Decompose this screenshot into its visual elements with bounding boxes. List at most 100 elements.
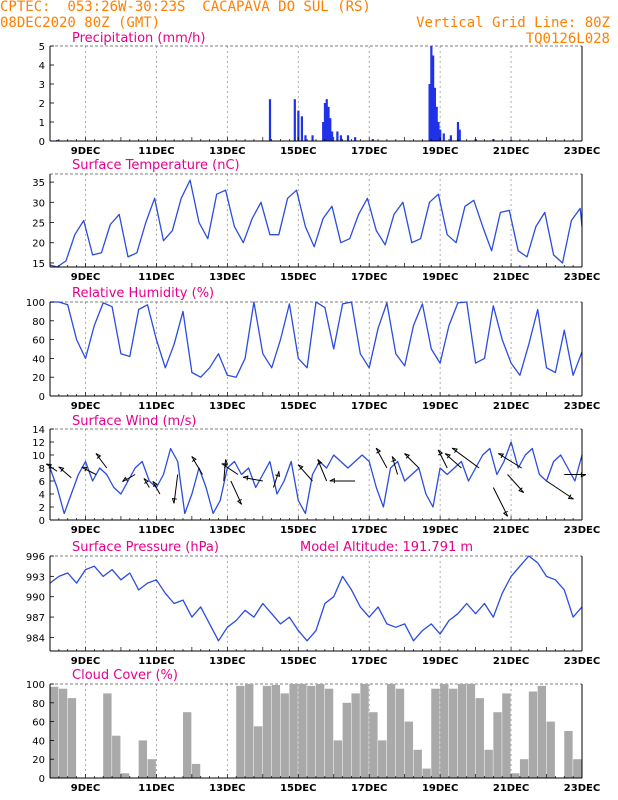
wind-vector-head — [152, 480, 158, 487]
precip-y-tick-label: 5 — [39, 42, 45, 53]
temp-x-tick-label: 19DEC — [422, 272, 458, 283]
cloud-bar — [138, 740, 148, 778]
cloud-x-tick-label: 9DEC — [71, 783, 100, 794]
cloud-bar — [307, 685, 316, 778]
precip-bar — [456, 122, 460, 141]
precip-bar — [293, 99, 296, 141]
cloud-bar — [67, 698, 77, 778]
wind-vector — [122, 474, 136, 483]
press-x-tick-label: 23DEC — [564, 656, 600, 667]
temp-y-tick-label: 35 — [32, 178, 45, 189]
cloud-x-tick-label: 21DEC — [493, 783, 529, 794]
temp-x-tick-label: 23DEC — [564, 272, 600, 283]
rh-y-tick-label: 20 — [32, 373, 45, 384]
cloud-y-tick-label: 60 — [32, 718, 45, 729]
precip-bar — [439, 129, 442, 141]
wind-x-tick-label: 11DEC — [138, 525, 174, 536]
rh-x-tick-label: 11DEC — [138, 401, 174, 412]
cloud-x-tick-label: 13DEC — [209, 783, 245, 794]
wind-y-tick-label: 6 — [39, 477, 45, 488]
cloud-bar — [457, 684, 467, 778]
precip-y-tick-label: 0 — [39, 137, 45, 148]
cloud-x-tick-label: 11DEC — [138, 783, 174, 794]
wind-vector-head — [171, 497, 177, 504]
precip-panel-title: Precipitation (mm/h) — [72, 31, 205, 46]
rh-x-tick-label: 13DEC — [209, 401, 245, 412]
temp-y-tick-label: 20 — [32, 239, 45, 250]
cloud-y-tick-label: 0 — [39, 774, 45, 785]
wind-y-tick-label: 12 — [32, 438, 45, 449]
wind-vector-head — [95, 453, 102, 459]
cloud-y-tick-label: 20 — [32, 755, 45, 766]
cloud-bar — [369, 712, 378, 778]
cloud-bar — [316, 684, 325, 778]
wind-vector — [46, 463, 58, 472]
cloud-bar — [271, 684, 281, 778]
press-y-tick-label: 984 — [26, 633, 45, 644]
precip-bar — [300, 116, 304, 141]
cloud-bar — [511, 773, 520, 778]
cloud-bar — [378, 740, 387, 778]
wind-vector-head — [221, 463, 228, 469]
cloud-bar — [147, 759, 156, 778]
precip-bar — [430, 46, 433, 141]
wind-vector — [297, 464, 313, 482]
press-series-line — [49, 555, 583, 642]
cloud-bar — [50, 686, 59, 778]
cloud-bar — [103, 693, 112, 778]
precip-bar — [432, 55, 435, 141]
wind-vector-head — [122, 476, 128, 482]
precip-x-tick-label: 9DEC — [71, 146, 100, 157]
precip-bar — [346, 135, 350, 141]
cloud-bar — [351, 693, 360, 778]
precip-y-tick-label: 2 — [39, 99, 45, 110]
wind-vector — [242, 476, 263, 482]
cloud-bar — [475, 698, 484, 778]
precip-y-tick-label: 3 — [39, 80, 45, 91]
station-title: CPTEC: 053:26W-30:23S CACAPAVA DO SUL (R… — [0, 0, 371, 15]
cloud-bar — [191, 763, 201, 778]
precip-bar — [311, 135, 314, 141]
wind-vector-head — [317, 459, 323, 465]
temp-y-tick-label: 15 — [32, 259, 45, 270]
wind-vector-head — [437, 449, 444, 456]
wind-y-tick-label: 4 — [39, 490, 45, 501]
temp-panel-title: Surface Temperature (nC) — [72, 158, 240, 173]
wind-vector-head — [580, 472, 587, 478]
precip-bar — [449, 135, 452, 141]
cloud-bar — [289, 684, 298, 778]
wind-x-tick-label: 19DEC — [422, 525, 458, 536]
rh-series-line — [50, 301, 583, 378]
cloud-bar — [519, 759, 529, 778]
precip-bar — [458, 129, 461, 141]
temp-x-tick-label: 17DEC — [351, 272, 387, 283]
wind-vector-head — [275, 471, 281, 477]
wind-vector-head — [236, 498, 242, 505]
wind-vector — [272, 471, 280, 488]
precip-bar — [268, 99, 272, 141]
wind-vector — [230, 480, 243, 505]
wind-vector-head — [191, 456, 197, 462]
temp-y-tick-label: 25 — [32, 219, 45, 230]
cloud-bar — [324, 688, 334, 778]
press-annotation: Model Altitude: 191.791 m — [300, 540, 473, 555]
wind-y-tick-label: 2 — [39, 503, 45, 514]
wind-vector-head — [518, 487, 524, 493]
temp-series-line — [49, 179, 583, 268]
wind-panel-title: Surface Wind (m/s) — [72, 414, 196, 429]
cloud-bar — [395, 688, 405, 778]
rh-panel-title: Relative Humidity (%) — [72, 286, 214, 301]
cloud-bar — [422, 768, 431, 778]
temp-x-tick-label: 9DEC — [71, 272, 100, 283]
wind-vector — [437, 449, 448, 469]
cloud-bar — [333, 740, 343, 778]
cloud-bar — [360, 684, 369, 778]
wind-vector-head — [567, 494, 574, 500]
cloud-bar — [386, 684, 396, 778]
press-x-tick-label: 19DEC — [422, 656, 458, 667]
wind-vector — [81, 466, 97, 475]
precip-bar — [329, 118, 332, 141]
precip-bar — [435, 106, 438, 141]
press-x-tick-label: 11DEC — [138, 656, 174, 667]
wind-vector — [375, 447, 388, 469]
